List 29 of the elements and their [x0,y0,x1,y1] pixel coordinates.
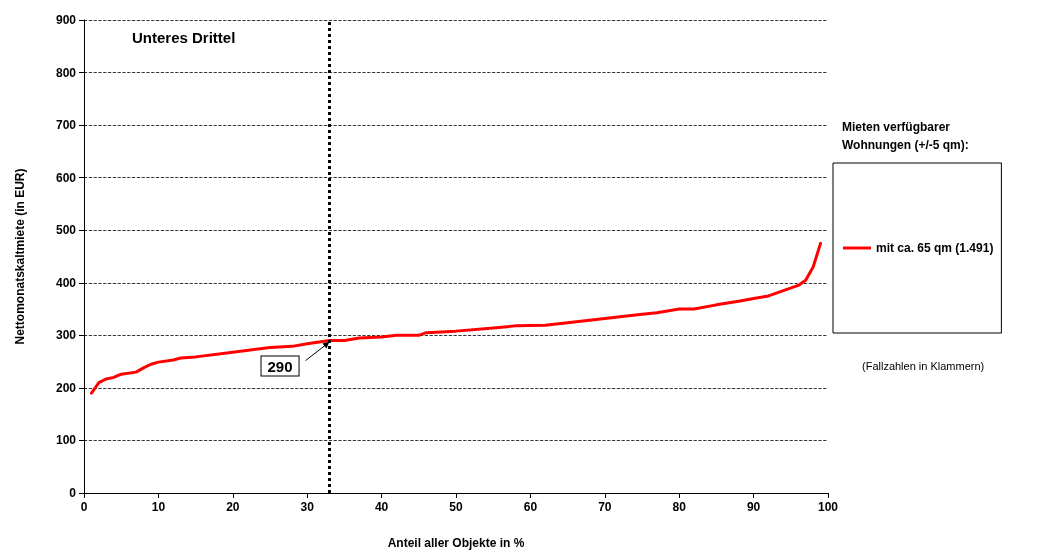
y-tick-label: 200 [55,380,77,395]
annotation: Unteres Drittel [132,29,236,46]
legend-title: Mieten verfügbarer Wohnungen (+/-5 qm): [842,120,969,152]
x-tick-label: 60 [523,500,538,514]
x-tick-label: 50 [449,500,463,514]
x-tick-label: 80 [672,500,687,514]
x-tick-label: 10 [151,500,166,514]
y-tick-label: 600 [55,170,77,185]
y-tick-label: 300 [55,328,77,343]
y-tick-label: 900 [55,13,77,27]
x-tick-label: 30 [300,500,315,514]
y-axis-title: Nettomonatskaltmiete (in EUR) [13,168,27,345]
legend-label: mit ca. 65 qm (1.491) [876,241,994,255]
x-tick-label: 40 [374,500,389,514]
x-tick-label: 0 [80,500,88,514]
text: (Fallzahlen in Klammern) [862,359,985,372]
y-tick-label: 800 [55,65,77,80]
x-tick-label: 90 [746,500,761,514]
x-axis-title: Anteil aller Objekte in % [387,536,525,550]
x-tick-label: 20 [226,500,240,514]
line-series [89,241,823,395]
y-tick-label: 500 [55,223,77,238]
y-tick-label: 0 [69,486,77,500]
annotation: 290 [267,357,293,375]
x-tick-label: 100 [817,500,839,514]
y-tick-label: 400 [55,275,77,290]
y-tick-label: 700 [55,118,77,133]
x-tick-label: 70 [598,500,612,514]
y-tick-label: 100 [55,433,77,448]
